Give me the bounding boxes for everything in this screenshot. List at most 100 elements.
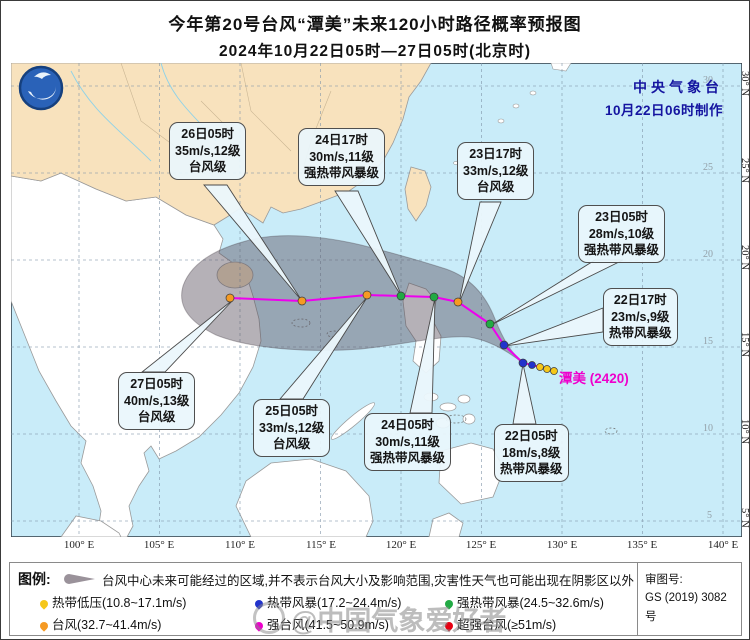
lon-label-130e: 130° E <box>546 539 578 551</box>
callout-25d05h: 25日05时 33m/s,12级 台风级 <box>253 399 331 457</box>
td-marker-icon <box>38 598 50 610</box>
callout-22d17h: 22日17时 23m/s,9级 热带风暴级 <box>603 288 678 346</box>
lat-label-30n: 30° N <box>739 71 750 96</box>
callout-time: 24日05时 <box>381 418 434 432</box>
lat-label-20n: 20° N <box>739 245 750 270</box>
point-history-1 <box>528 361 536 369</box>
point-24d05h <box>429 292 439 302</box>
land-palawan <box>331 402 375 440</box>
callout-level: 台风级 <box>188 160 227 175</box>
callout-time: 27日05时 <box>130 377 184 391</box>
callout-22d05h: 22日05时 18m/s,8级 热带风暴级 <box>494 424 569 482</box>
callout-level: 台风级 <box>476 180 515 195</box>
lon-label-100e: 100° E <box>63 539 95 551</box>
callout-time: 23日17时 <box>469 147 523 161</box>
point-22d17h <box>499 340 509 350</box>
page-title: 今年第20号台风“潭美”未来120小时路径概率预报图 <box>168 15 582 34</box>
callout-24d05h: 24日05时 30m/s,11级 强热带风暴级 <box>364 413 452 471</box>
callout-23d17h: 23日17时 33m/s,12级 台风级 <box>457 142 535 200</box>
callout-26d05h: 26日05时 35m/s,12级 台风级 <box>169 122 247 180</box>
callout-time: 23日05时 <box>595 210 648 224</box>
callout-27d05h: 27日05时 40m/s,13级 台风级 <box>118 372 196 430</box>
point-24d17h <box>396 291 406 301</box>
legend-item-sty: 强台风(41.5~50.9m/s) <box>253 614 389 633</box>
callout-level: 台风级 <box>272 437 311 452</box>
callout-level: 台风级 <box>137 410 176 425</box>
lat-inner-labels: 30 25 20 15 10 5 <box>703 75 713 521</box>
land-sumatra <box>60 515 122 537</box>
land-taiwan <box>404 166 432 222</box>
legend-item-ts: 热带风暴(17.2~24.4m/s) <box>253 592 401 611</box>
svg-text:25: 25 <box>703 162 713 173</box>
page-subtitle-date: 2024年10月22日05时—27日05时(北京时) <box>218 43 531 60</box>
callout-time: 25日05时 <box>265 404 319 418</box>
callout-wind: 33m/s,12级 <box>463 163 529 178</box>
callout-wind: 40m/s,13级 <box>124 393 190 408</box>
review-label: 审图号: <box>645 574 683 586</box>
track-points <box>225 290 558 375</box>
lon-label-125e: 125° E <box>465 539 497 551</box>
lat-label-25n: 25° N <box>739 158 750 183</box>
legend-left: 图例: 台风中心未来可能经过的区域,并不表示台风大小及影响范围,灾害性天气也可能… <box>10 563 637 635</box>
ty-marker-icon <box>38 620 50 632</box>
legend-item-td: 热带低压(10.8~17.1m/s) <box>38 592 186 611</box>
title-block: 今年第20号台风“潭美”未来120小时路径概率预报图 2024年10月22日05… <box>1 1 749 61</box>
point-history-3 <box>543 365 551 373</box>
legend-item-super-ty: 超强台风(≥51m/s) <box>443 614 556 633</box>
callout-24d17h: 24日17时 30m/s,11级 强热带风暴级 <box>298 128 386 186</box>
issue-time: 10月22日06时制作 <box>604 103 723 118</box>
point-26d05h <box>297 296 307 306</box>
agency-credit: 中央气象台 10月22日06时制作 <box>605 77 723 119</box>
storm-name-label: 潭美 (2420) <box>559 371 629 386</box>
lat-label-10n: 10° N <box>739 419 750 444</box>
lon-label-140e: 140° E <box>707 539 739 551</box>
lon-label-120e: 120° E <box>385 539 417 551</box>
callout-wind: 30m/s,11级 <box>309 149 374 164</box>
callout-wind: 23m/s,9级 <box>611 309 670 324</box>
watermark: @中国气象爱好者 <box>253 599 506 638</box>
svg-text:15: 15 <box>703 336 713 347</box>
lon-label-105e: 105° E <box>143 539 175 551</box>
cma-logo-icon <box>18 65 64 111</box>
legend-title: 图例: <box>18 571 51 587</box>
lon-label-110e: 110° E <box>225 539 255 551</box>
callout-level: 热带风暴级 <box>609 326 672 341</box>
callout-wind: 33m/s,12级 <box>259 420 325 435</box>
legend-item-sts: 强热带风暴(24.5~32.6m/s) <box>443 592 604 611</box>
agency-name: 中央气象台 <box>633 79 723 95</box>
point-history-2 <box>536 363 544 371</box>
probability-cone <box>181 235 526 366</box>
land-borneo <box>235 458 374 537</box>
callout-wind: 30m/s,11级 <box>375 434 440 449</box>
point-23d05h <box>485 319 495 329</box>
point-22d05h-current <box>518 358 528 368</box>
legend-item-ty: 台风(32.7~41.4m/s) <box>38 614 161 633</box>
callout-23d05h: 23日05时 28m/s,10级 强热带风暴级 <box>578 205 666 263</box>
land-mindanao <box>438 442 505 505</box>
callout-wind: 35m/s,12级 <box>175 143 241 158</box>
callout-time: 22日05时 <box>504 429 558 443</box>
callout-tails <box>140 184 624 425</box>
callout-time: 26日05时 <box>181 127 235 141</box>
callout-wind: 18m/s,8级 <box>502 445 561 460</box>
land-hainan <box>216 261 254 289</box>
review-no: GS (2019) 3082号 <box>645 592 727 623</box>
lon-label-135e: 135° E <box>626 539 658 551</box>
callout-level: 强热带风暴级 <box>304 166 380 181</box>
map-review-number: 审图号: GS (2019) 3082号 <box>637 563 741 635</box>
point-history-4 <box>550 367 558 375</box>
callout-level: 热带风暴级 <box>500 462 563 477</box>
callout-time: 24日17时 <box>315 133 368 147</box>
lon-label-115e: 115° E <box>306 539 336 551</box>
svg-text:30: 30 <box>703 75 713 86</box>
lat-label-15n: 15° N <box>739 332 750 357</box>
cone-legend-note: 台风中心未来可能经过的区域,并不表示台风大小及影响范围,灾害性天气也可能出现在阴… <box>102 574 634 588</box>
svg-text:20: 20 <box>703 249 713 260</box>
lat-label-5n: 5° N <box>739 508 750 528</box>
watermark-logo-icon <box>253 602 285 634</box>
callout-time: 22日17时 <box>613 293 667 307</box>
land-sulawesi <box>428 512 464 537</box>
province-borders <box>120 63 332 177</box>
point-23d17h <box>453 297 463 307</box>
